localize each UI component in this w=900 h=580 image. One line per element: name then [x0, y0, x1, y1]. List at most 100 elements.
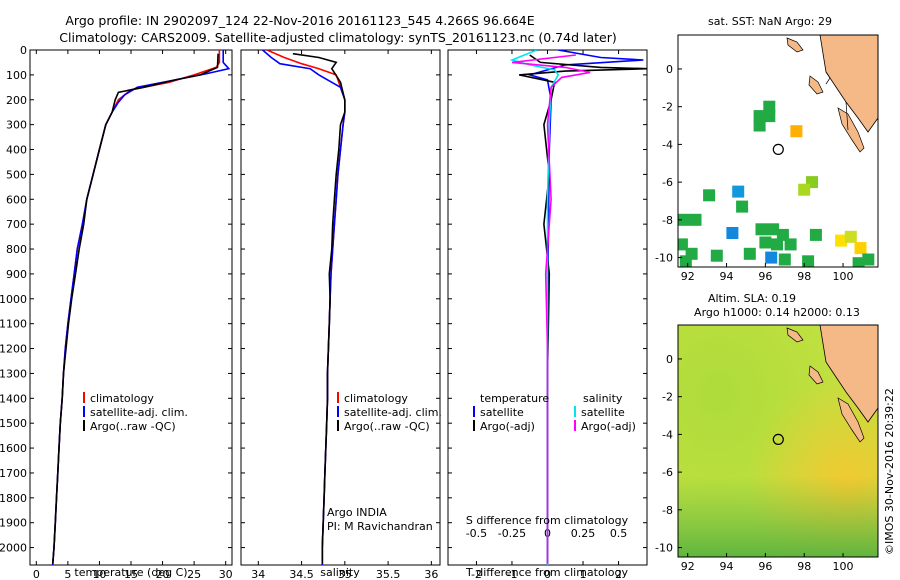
sst-pixel [835, 234, 848, 247]
salinity-panel: 34 34.5 35 35.5 36 salinity climatology sate… [240, 49, 442, 580]
temperature-legend: climatology satellite-adj. clim. Argo(..… [83, 392, 188, 433]
legend-swatch-satellite-s [574, 406, 576, 417]
sst-pixel [726, 227, 739, 239]
island-nias [808, 365, 824, 385]
sst-map-panel: sat. SST: NaN Argo: 29 92 94 96 98 100 0 -2 -4 -… [655, 15, 879, 283]
sst-pixel [759, 236, 772, 249]
map-x-tick-label: 100 [833, 560, 854, 573]
map-x-tick-label: 98 [797, 560, 811, 573]
sla-map-ticks: 92 94 96 98 100 0 -2 -4 -6 -8 -10 [655, 353, 854, 573]
x-tick-label: 0 [33, 568, 40, 580]
difference-panel: -2 -1 0 1 2-0.5 -0.25 0 0.25 0.5 T difference fr… [447, 49, 648, 580]
island-nias [808, 75, 824, 95]
sst-pixel [678, 238, 688, 251]
sst-pixel [685, 247, 698, 260]
sst-pixel [798, 183, 811, 196]
sst-pixel [767, 223, 780, 236]
sst-pixel [753, 119, 766, 132]
sst-pixel [765, 251, 778, 264]
map-y-tick-label: -4 [662, 428, 673, 441]
s-tick-label: -0.5 [466, 527, 487, 540]
x-tick-label: 0 [544, 568, 551, 580]
salinity-legend: climatology satellite-adj. clim. Argo(..… [337, 392, 442, 433]
map-y-tick-label: -4 [662, 138, 673, 151]
sst-pixel [778, 253, 791, 266]
sst-pixel [753, 110, 766, 123]
argo-location-marker [772, 433, 784, 445]
salinity-series [262, 50, 346, 565]
salinity-axis-ticks: 34 34.5 35 35.5 36 [241, 49, 440, 580]
legend-label: Argo(-adj) [480, 420, 535, 433]
series-line-argo-raw-qc- [292, 52, 346, 564]
difference-series [509, 50, 647, 565]
x-tick-label: 30 [219, 568, 233, 580]
sst-pixel [679, 255, 692, 267]
island-simeulue [786, 37, 804, 53]
series-line-climatology [266, 50, 346, 565]
sst-pixel [776, 228, 789, 241]
salinity-annotation-line-2: PI: M Ravichandran [327, 520, 433, 533]
coast-detail [825, 71, 849, 131]
map-x-tick-label: 92 [681, 270, 695, 283]
series-line-argo-s [511, 54, 591, 564]
sst-pixel [862, 253, 875, 266]
temperature-panel: 0 5 10 15 20 25 300100200300400500600700800900… [0, 44, 233, 580]
salinity-plot-frame [240, 49, 441, 566]
y-tick-label: 1900 [0, 517, 27, 530]
legend-swatch-argo [337, 420, 339, 431]
sst-pixel [736, 200, 749, 213]
y-tick-label: 2000 [0, 542, 27, 555]
map-x-tick-label: 96 [758, 270, 772, 283]
map-x-tick-label: 94 [720, 560, 734, 573]
map-y-tick-label: -10 [655, 542, 673, 555]
s-tick-label: -0.25 [498, 527, 526, 540]
difference-legend: temperature salinity satellite Argo(-adj… [473, 392, 636, 433]
argo-location-marker [772, 143, 784, 155]
legend-label: satellite-adj. clim. [90, 406, 188, 419]
y-tick-label: 300 [6, 119, 27, 132]
sst-pixel [790, 125, 803, 138]
y-tick-label: 100 [6, 69, 27, 82]
legend-title-salinity: salinity [583, 392, 623, 405]
x-tick-label: 35.5 [376, 568, 401, 580]
legend-title-temperature: temperature [480, 392, 549, 405]
sumatra-land [819, 325, 878, 423]
map-x-tick-label: 100 [833, 270, 854, 283]
legend-label: satellite [581, 406, 625, 419]
x-tick-label: 10 [92, 568, 106, 580]
sst-map-frame [677, 34, 879, 268]
series-line-satellite-adj-clim- [262, 50, 346, 565]
y-tick-label: 0 [20, 44, 27, 57]
sst-pixel [678, 213, 690, 226]
island-simeulue [786, 327, 804, 343]
y-tick-label: 1800 [0, 492, 27, 505]
map-y-tick-label: -10 [655, 252, 673, 265]
legend-swatch-climatology [337, 392, 339, 403]
y-tick-label: 200 [6, 94, 27, 107]
temperature-xlabel: temperature (deg C) [74, 566, 187, 579]
y-tick-label: 700 [6, 218, 27, 231]
legend-swatch-climatology [83, 392, 85, 403]
x-tick-label: 34.5 [289, 568, 314, 580]
x-tick-label: 25 [187, 568, 201, 580]
sst-pixel [710, 249, 723, 262]
legend-label: satellite-adj. clim. [344, 406, 442, 419]
y-tick-label: 900 [6, 268, 27, 281]
sst-pixel [854, 242, 867, 255]
y-tick-label: 600 [6, 193, 27, 206]
map-x-tick-label: 96 [758, 560, 772, 573]
sla-map-frame [677, 324, 879, 558]
x-tick-label: -1 [506, 568, 517, 580]
legend-swatch-argo [83, 420, 85, 431]
sla-map-subtitle: Argo h1000: 0.14 h2000: 0.13 [694, 306, 860, 319]
legend-swatch-satellite [83, 406, 85, 417]
series-line-argo-t [518, 54, 647, 564]
salinity-xlabel: salinity [320, 566, 360, 579]
y-tick-label: 1600 [0, 442, 27, 455]
sst-map-pixels [678, 100, 875, 267]
x-tick-label: 1 [580, 568, 587, 580]
x-tick-label: -2 [471, 568, 482, 580]
map-y-tick-label: -2 [662, 391, 673, 404]
legend-swatch-satellite [337, 406, 339, 417]
